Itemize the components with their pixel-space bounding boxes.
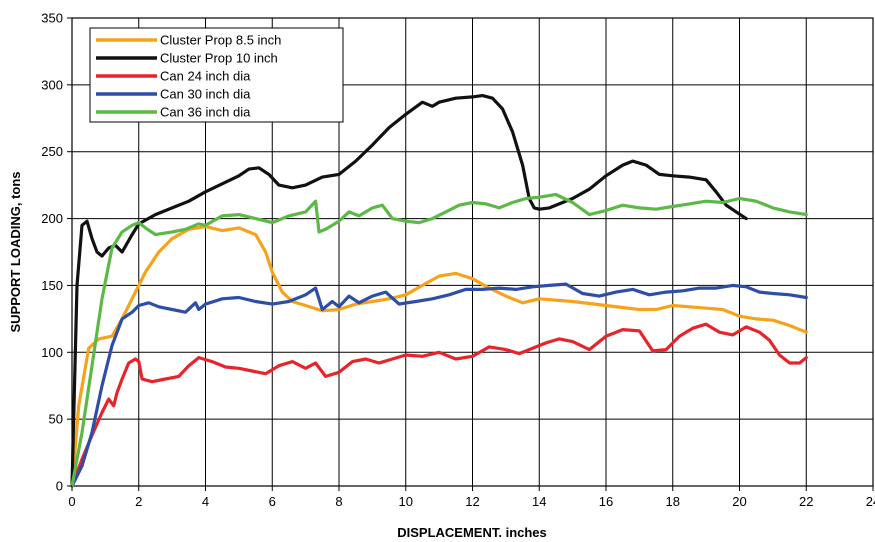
x-tick-label: 0: [68, 494, 75, 509]
y-tick-label: 300: [41, 77, 63, 92]
legend-label: Cluster Prop 10 inch: [160, 51, 278, 66]
x-tick-label: 24: [866, 494, 875, 509]
x-axis-ticks: 024681012141618202224: [68, 486, 875, 509]
y-tick-label: 250: [41, 144, 63, 159]
series-line-1: [70, 225, 808, 488]
x-tick-label: 16: [599, 494, 613, 509]
x-tick-label: 14: [532, 494, 546, 509]
x-tick-label: 18: [666, 494, 680, 509]
x-tick-label: 6: [269, 494, 276, 509]
legend-label: Can 24 inch dia: [160, 69, 251, 84]
x-tick-label: 20: [732, 494, 746, 509]
y-tick-label: 50: [49, 412, 63, 427]
y-tick-label: 200: [41, 211, 63, 226]
series-line-5: [70, 192, 808, 488]
x-axis-title: DISPLACEMENT. inches: [397, 525, 547, 540]
series-line-2: [70, 93, 748, 488]
x-tick-label: 8: [335, 494, 342, 509]
x-tick-label: 22: [799, 494, 813, 509]
y-tick-label: 100: [41, 345, 63, 360]
y-tick-label: 150: [41, 278, 63, 293]
x-tick-label: 4: [202, 494, 209, 509]
series-line-4: [70, 282, 808, 488]
legend-label: Can 36 inch dia: [160, 105, 251, 120]
y-axis-title: SUPPORT LOADING, tons: [8, 171, 23, 332]
legend-label: Can 30 inch dia: [160, 87, 251, 102]
y-tick-label: 350: [41, 11, 63, 26]
y-tick-label: 0: [56, 479, 63, 494]
series-line-3: [70, 322, 808, 488]
legend-label: Cluster Prop 8.5 inch: [160, 33, 281, 48]
x-tick-label: 2: [135, 494, 142, 509]
y-axis-ticks: 0 50 100 150 200 250 300 350: [41, 11, 72, 494]
x-tick-label: 12: [465, 494, 479, 509]
x-tick-label: 10: [399, 494, 413, 509]
legend: Cluster Prop 8.5 inch Cluster Prop 10 inc…: [89, 27, 344, 123]
series-lines: [70, 93, 808, 488]
